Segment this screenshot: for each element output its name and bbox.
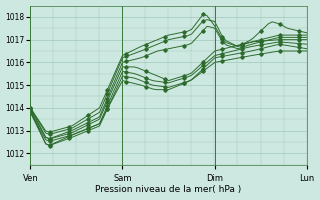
X-axis label: Pression niveau de la mer( hPa ): Pression niveau de la mer( hPa ): [95, 185, 242, 194]
